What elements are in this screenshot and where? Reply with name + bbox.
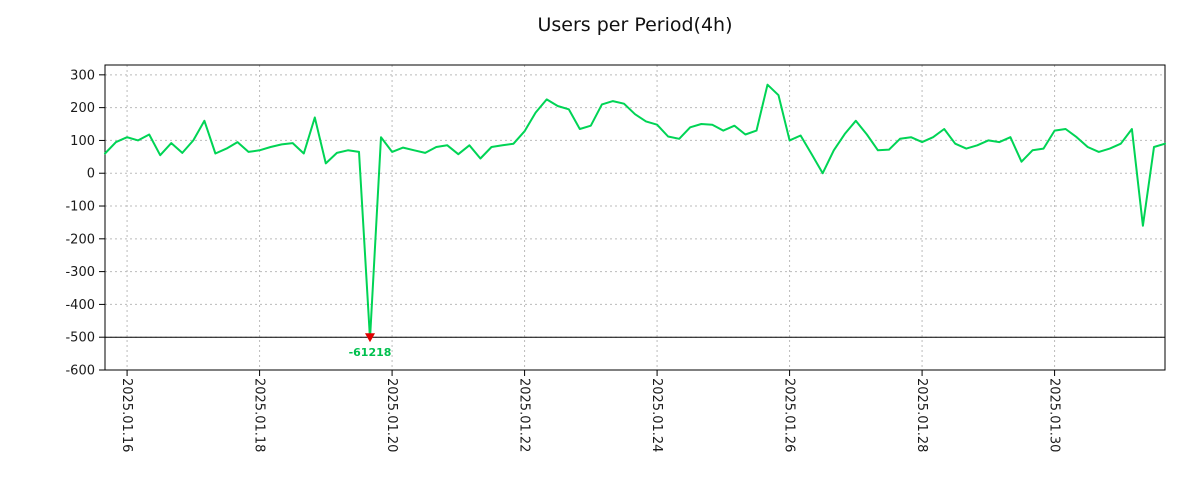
min-value-label: -61218 <box>349 346 392 359</box>
x-tick-label: 2025.01.16 <box>119 378 134 452</box>
x-tick-label: 2025.01.22 <box>517 378 532 452</box>
x-tick-label: 2025.01.28 <box>914 378 929 452</box>
min-marker <box>365 333 375 343</box>
users-series-line <box>104 83 1166 340</box>
y-tick-label: -300 <box>65 265 95 280</box>
x-tick-label: 2025.01.30 <box>1047 378 1062 452</box>
y-tick-label: 100 <box>70 134 95 149</box>
y-tick-label: -500 <box>65 331 95 346</box>
x-tick-label: 2025.01.26 <box>782 378 797 452</box>
x-tick-label: 2025.01.24 <box>649 378 664 452</box>
y-tick-label: 200 <box>70 101 95 116</box>
x-tick-label: 2025.01.18 <box>252 378 267 452</box>
y-tick-label: -400 <box>65 298 95 313</box>
y-tick-label: -600 <box>65 364 95 379</box>
plot-border <box>104 64 1166 371</box>
chart-title: Users per Period(4h) <box>537 14 733 36</box>
y-tick-label: -100 <box>65 200 95 215</box>
x-tick-label: 2025.01.20 <box>384 378 399 452</box>
y-tick-label: -200 <box>65 232 95 247</box>
y-tick-label: 0 <box>87 167 95 182</box>
y-tick-label: 300 <box>70 68 95 83</box>
